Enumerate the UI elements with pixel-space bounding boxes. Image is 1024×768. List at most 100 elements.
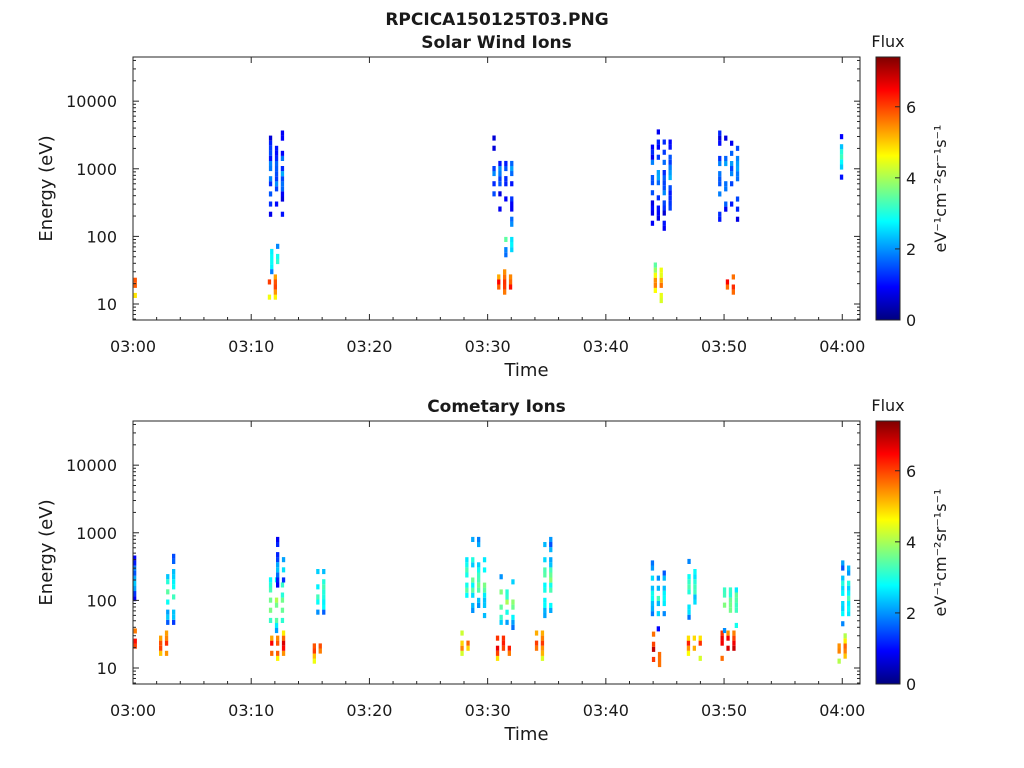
data-cell xyxy=(274,155,279,161)
data-cell xyxy=(847,570,851,576)
data-cell xyxy=(460,650,464,656)
data-cell xyxy=(166,579,170,585)
data-cell xyxy=(471,536,475,542)
data-cell xyxy=(540,635,545,641)
data-cell xyxy=(724,206,728,212)
data-cell xyxy=(166,574,170,580)
data-cell xyxy=(693,579,697,585)
data-cell xyxy=(730,150,734,156)
data-cell xyxy=(693,569,697,575)
data-cell xyxy=(159,635,163,641)
data-cell xyxy=(847,580,851,586)
data-cell xyxy=(843,638,847,644)
data-cell xyxy=(505,599,509,605)
data-cell xyxy=(495,635,500,641)
data-cell xyxy=(274,628,279,634)
data-cell xyxy=(273,279,277,285)
colorbar-tick-label: 4 xyxy=(906,169,916,188)
data-cell xyxy=(172,619,176,625)
data-cell xyxy=(274,201,279,207)
data-cell xyxy=(471,587,475,593)
data-cell xyxy=(720,630,724,636)
data-cell xyxy=(133,586,137,592)
data-cell xyxy=(720,640,724,646)
data-cell xyxy=(268,617,273,623)
data-cell xyxy=(656,144,660,150)
data-cell xyxy=(668,170,672,176)
x-tick-label: 03:50 xyxy=(701,337,747,356)
data-cell xyxy=(497,274,501,280)
data-cell xyxy=(659,267,663,273)
data-cell xyxy=(460,645,464,651)
data-cell xyxy=(471,607,475,613)
data-cell xyxy=(534,640,539,646)
data-cell xyxy=(465,557,469,563)
data-cell xyxy=(270,269,274,275)
data-cell xyxy=(492,181,496,187)
data-cell xyxy=(837,658,841,664)
data-cell xyxy=(482,557,487,563)
data-cell xyxy=(280,582,285,588)
data-cell xyxy=(839,144,844,150)
data-cell xyxy=(698,635,702,641)
data-cell xyxy=(507,645,511,651)
data-cell xyxy=(722,587,727,593)
data-cell xyxy=(164,650,169,656)
data-cell xyxy=(650,590,655,596)
data-cell xyxy=(270,259,274,265)
data-cell xyxy=(662,601,666,607)
data-cell xyxy=(718,135,722,141)
data-cell xyxy=(732,635,736,641)
data-cell xyxy=(543,607,547,613)
data-cell xyxy=(718,171,722,177)
data-cell xyxy=(276,243,280,249)
data-cell xyxy=(650,601,655,607)
data-cell xyxy=(510,160,514,166)
data-cell xyxy=(735,161,740,167)
data-cell xyxy=(268,150,273,156)
x-tick-label: 03:50 xyxy=(701,701,747,720)
data-cell xyxy=(276,655,280,661)
data-cell xyxy=(498,206,502,212)
data-cell xyxy=(730,201,734,207)
data-cell xyxy=(466,640,470,646)
data-cell xyxy=(730,171,734,177)
data-cell xyxy=(477,562,481,568)
data-cell xyxy=(276,536,280,542)
data-cell xyxy=(510,242,514,248)
colorbar-tick-label: 0 xyxy=(906,311,916,330)
data-cell xyxy=(273,284,277,290)
data-cell xyxy=(728,597,733,603)
data-cell xyxy=(504,176,508,182)
data-cell xyxy=(276,541,280,547)
data-cell xyxy=(477,582,481,588)
data-cell xyxy=(656,215,660,221)
data-cell xyxy=(650,565,655,571)
data-cell xyxy=(274,181,279,187)
x-tick-label: 03:10 xyxy=(228,337,274,356)
data-cell xyxy=(718,130,722,136)
data-cell xyxy=(280,196,285,202)
data-cell xyxy=(662,149,666,155)
data-cell xyxy=(735,206,740,212)
data-cell xyxy=(495,655,500,661)
data-cell xyxy=(725,284,730,290)
data-cell xyxy=(549,542,553,548)
data-cell xyxy=(280,166,285,172)
data-cell xyxy=(720,635,724,641)
data-cell xyxy=(734,592,738,598)
data-cell xyxy=(316,609,320,615)
x-tick-label: 03:00 xyxy=(110,337,156,356)
data-cell xyxy=(668,205,672,211)
data-cell xyxy=(730,161,734,167)
data-cell xyxy=(650,585,655,591)
data-cell xyxy=(268,181,273,187)
data-cell xyxy=(510,166,514,172)
data-cell xyxy=(847,601,851,607)
data-cell xyxy=(687,609,691,615)
data-cell xyxy=(687,579,691,585)
data-cell xyxy=(280,597,285,603)
data-cell xyxy=(280,176,285,182)
data-cell xyxy=(274,597,279,603)
data-cell xyxy=(668,144,672,150)
